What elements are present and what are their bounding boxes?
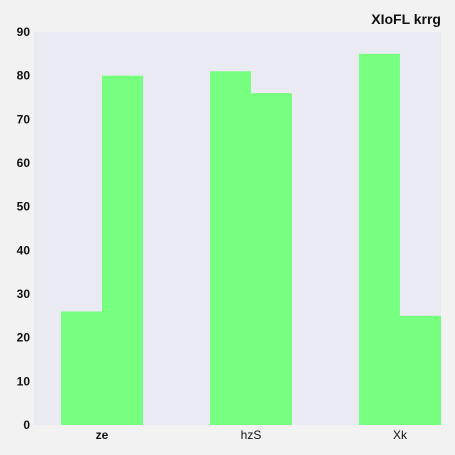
y-tick-label: 40 bbox=[17, 243, 31, 257]
bars bbox=[61, 53, 441, 426]
y-axis: 0 10 20 30 40 50 60 70 80 90 bbox=[17, 25, 31, 432]
bar-hzS-2 bbox=[251, 93, 292, 425]
bar-hzS-1 bbox=[210, 71, 251, 426]
y-tick-label: 90 bbox=[17, 25, 31, 39]
y-tick-label: 80 bbox=[17, 69, 31, 83]
y-tick-label: 0 bbox=[23, 418, 30, 432]
bar-Xk-1 bbox=[359, 53, 400, 425]
bar-ze-1 bbox=[61, 311, 102, 425]
bar-ze-2 bbox=[102, 75, 143, 426]
bar-Xk-2 bbox=[400, 315, 441, 425]
x-tick-label: ze bbox=[96, 428, 109, 442]
y-tick-label: 70 bbox=[17, 112, 31, 126]
x-tick-label: Xk bbox=[393, 428, 408, 442]
x-tick-label: hzS bbox=[241, 428, 262, 442]
x-axis: ze hzS Xk bbox=[96, 428, 408, 442]
y-tick-label: 60 bbox=[17, 156, 31, 170]
y-tick-label: 10 bbox=[17, 374, 31, 388]
y-tick-label: 20 bbox=[17, 331, 31, 345]
chart-title: XIoFL krrg bbox=[371, 11, 441, 27]
y-tick-label: 50 bbox=[17, 200, 31, 214]
y-tick-label: 30 bbox=[17, 287, 31, 301]
